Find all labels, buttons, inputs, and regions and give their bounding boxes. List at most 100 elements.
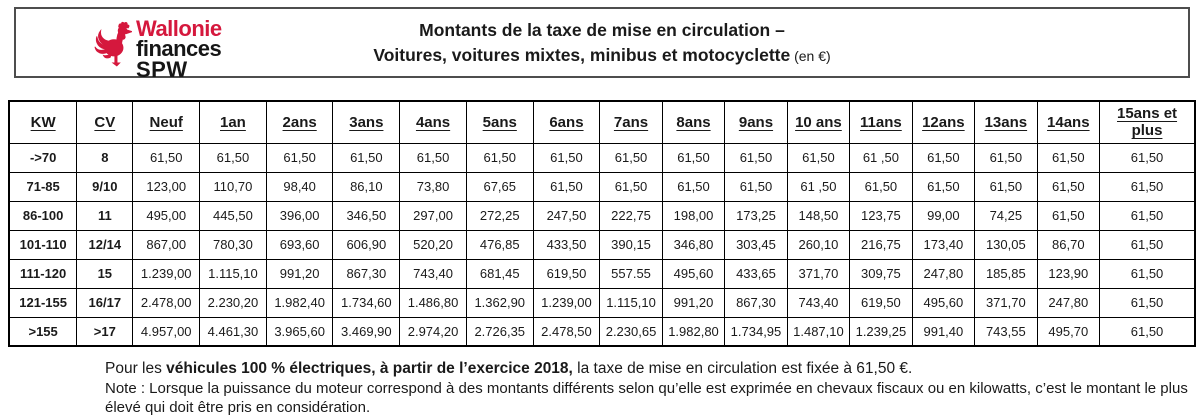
amount-cell: 61 ,50 bbox=[786, 171, 851, 202]
amount-cell: 495,60 bbox=[911, 287, 976, 318]
cv-cell: >17 bbox=[76, 316, 134, 347]
table-row: 111-120 15 1.239,00 1.115,10 991,20 867,30 743… bbox=[8, 258, 1196, 289]
amount-cell: 61,50 bbox=[911, 171, 976, 202]
column-header-2ans: 2ans bbox=[265, 100, 334, 144]
column-header-5ans: 5ans bbox=[465, 100, 534, 144]
cv-cell: 9/10 bbox=[76, 171, 134, 202]
amount-cell: 4.957,00 bbox=[132, 316, 201, 347]
amount-cell: 1.239,00 bbox=[132, 258, 201, 289]
amount-cell: 247,50 bbox=[532, 200, 601, 231]
header-banner: Wallonie finances SPW Montants de la tax… bbox=[14, 7, 1190, 82]
amount-cell: 2.974,20 bbox=[399, 316, 467, 347]
amount-cell: 520,20 bbox=[399, 229, 467, 260]
amount-cell: 123,90 bbox=[1036, 258, 1101, 289]
amount-cell: 693,60 bbox=[265, 229, 334, 260]
amount-cell: 991,20 bbox=[265, 258, 334, 289]
cv-cell: 11 bbox=[76, 200, 134, 231]
amount-cell: 2.478,00 bbox=[132, 287, 201, 318]
amount-cell: 619,50 bbox=[532, 258, 601, 289]
amount-cell: 61,50 bbox=[1099, 316, 1196, 347]
amount-cell: 61,50 bbox=[1099, 287, 1196, 318]
document-title-line1: Montants de la taxe de mise en circulati… bbox=[419, 20, 785, 40]
amount-cell: 185,85 bbox=[974, 258, 1038, 289]
logo-wallonie: Wallonie bbox=[136, 16, 222, 41]
amount-cell: 371,70 bbox=[786, 258, 851, 289]
amount-cell: 73,80 bbox=[399, 171, 467, 202]
amount-cell: 743,40 bbox=[399, 258, 467, 289]
amount-cell: 495,70 bbox=[1036, 316, 1101, 347]
amount-cell: 260,10 bbox=[786, 229, 851, 260]
amount-cell: 557.55 bbox=[599, 258, 663, 289]
amount-cell: 61,50 bbox=[1036, 171, 1101, 202]
electric-note-suffix: la taxe de mise en circulation est fixée… bbox=[572, 360, 913, 377]
engine-power-note: Note : Lorsque la puissance du moteur co… bbox=[105, 380, 1188, 416]
document-title: Montants de la taxe de mise en circulati… bbox=[16, 9, 1188, 69]
amount-cell: 61,50 bbox=[199, 142, 267, 173]
document-title-line2: Voitures, voitures mixtes, minibus et mo… bbox=[16, 43, 1188, 69]
column-header-13ans: 13ans bbox=[974, 100, 1038, 144]
amount-cell: 272,25 bbox=[465, 200, 534, 231]
amount-cell: 61,50 bbox=[532, 171, 601, 202]
amount-cell: 198,00 bbox=[661, 200, 726, 231]
kw-cell: ->70 bbox=[8, 142, 78, 173]
amount-cell: 619,50 bbox=[849, 287, 913, 318]
amount-cell: 61,50 bbox=[661, 142, 726, 173]
amount-cell: 61,50 bbox=[265, 142, 334, 173]
amount-cell: 346,80 bbox=[661, 229, 726, 260]
cv-cell: 8 bbox=[76, 142, 134, 173]
column-header-neuf: Neuf bbox=[132, 100, 201, 144]
column-header-7ans: 7ans bbox=[599, 100, 663, 144]
table-row: 101-110 12/14 867,00 780,30 693,60 606,90 520,… bbox=[8, 229, 1196, 260]
logo-spw: SPW bbox=[136, 56, 188, 82]
amount-cell: 61,50 bbox=[786, 142, 851, 173]
amount-cell: 743,55 bbox=[974, 316, 1038, 347]
amount-cell: 681,45 bbox=[465, 258, 534, 289]
amount-cell: 1.734,95 bbox=[724, 316, 788, 347]
amount-cell: 61,50 bbox=[724, 171, 788, 202]
amount-cell: 1.115,10 bbox=[199, 258, 267, 289]
table-row: 71-85 9/10 123,00 110,70 98,40 86,10 73,80 67,6… bbox=[8, 171, 1196, 202]
amount-cell: 2.230,65 bbox=[599, 316, 663, 347]
amount-cell: 1.982,80 bbox=[661, 316, 726, 347]
amount-cell: 98,40 bbox=[265, 171, 334, 202]
amount-cell: 61,50 bbox=[1099, 229, 1196, 260]
amount-cell: 991,40 bbox=[911, 316, 976, 347]
tax-table: KW CV Neuf 1an 2ans 3ans 4ans 5ans 6ans 7ans 8ans 9… bbox=[8, 100, 1196, 347]
amount-cell: 61,50 bbox=[1099, 142, 1196, 173]
column-header-1an: 1an bbox=[199, 100, 267, 144]
column-header-kw: KW bbox=[8, 100, 78, 144]
amount-cell: 606,90 bbox=[332, 229, 401, 260]
amount-cell: 1.487,10 bbox=[786, 316, 851, 347]
amount-cell: 3.469,90 bbox=[332, 316, 401, 347]
amount-cell: 476,85 bbox=[465, 229, 534, 260]
amount-cell: 61,50 bbox=[465, 142, 534, 173]
amount-cell: 61,50 bbox=[1099, 171, 1196, 202]
amount-cell: 309,75 bbox=[849, 258, 913, 289]
cv-cell: 16/17 bbox=[76, 287, 134, 318]
amount-cell: 2.230,20 bbox=[199, 287, 267, 318]
amount-cell: 123,00 bbox=[132, 171, 201, 202]
column-header-6ans: 6ans bbox=[532, 100, 601, 144]
amount-cell: 390,15 bbox=[599, 229, 663, 260]
amount-cell: 2.726,35 bbox=[465, 316, 534, 347]
column-header-8ans: 8ans bbox=[661, 100, 726, 144]
amount-cell: 346,50 bbox=[332, 200, 401, 231]
amount-cell: 99,00 bbox=[911, 200, 976, 231]
amount-cell: 61,50 bbox=[399, 142, 467, 173]
document-title-line2-bold: Voitures, voitures mixtes, minibus et mo… bbox=[373, 45, 791, 65]
amount-cell: 61,50 bbox=[911, 142, 976, 173]
amount-cell: 110,70 bbox=[199, 171, 267, 202]
amount-cell: 867,30 bbox=[332, 258, 401, 289]
amount-cell: 61,50 bbox=[974, 142, 1038, 173]
amount-cell: 396,00 bbox=[265, 200, 334, 231]
cv-cell: 15 bbox=[76, 258, 134, 289]
amount-cell: 61,50 bbox=[1099, 200, 1196, 231]
currency-unit-label: (en €) bbox=[790, 48, 831, 64]
amount-cell: 61,50 bbox=[599, 171, 663, 202]
amount-cell: 867,00 bbox=[132, 229, 201, 260]
table-row: 121-155 16/17 2.478,00 2.230,20 1.982,40 1.73… bbox=[8, 287, 1196, 318]
amount-cell: 61,50 bbox=[1036, 142, 1101, 173]
amount-cell: 148,50 bbox=[786, 200, 851, 231]
kw-cell: 71-85 bbox=[8, 171, 78, 202]
amount-cell: 61 ,50 bbox=[849, 142, 913, 173]
